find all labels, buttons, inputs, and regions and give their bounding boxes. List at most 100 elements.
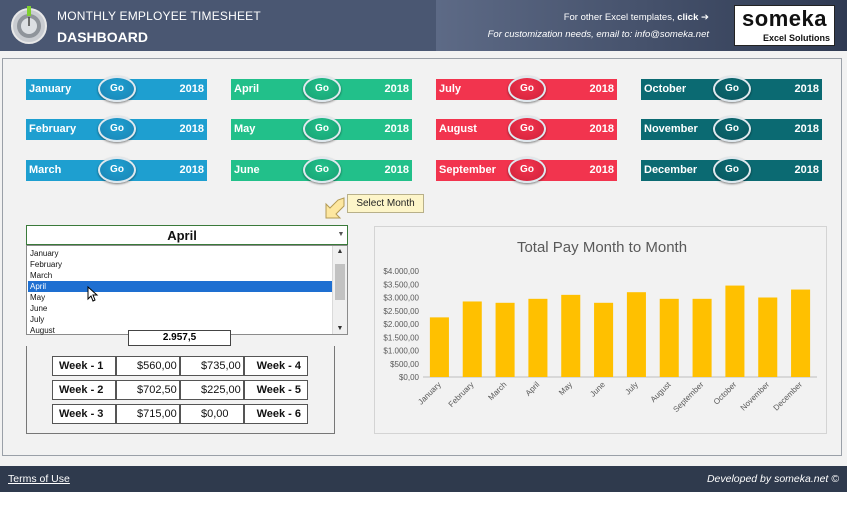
month-name-label: June xyxy=(234,164,260,176)
x-tick-label: December xyxy=(772,380,805,413)
arrow-right-icon: ➔ xyxy=(701,12,709,23)
go-button[interactable]: Go xyxy=(98,116,136,142)
chevron-down-icon[interactable]: ▼ xyxy=(337,231,345,238)
y-tick-label: $1.500,00 xyxy=(383,333,419,342)
go-button[interactable]: Go xyxy=(98,76,136,102)
month-button-august[interactable]: August Go 2018 xyxy=(436,116,617,142)
month-year-label: 2018 xyxy=(589,123,614,135)
x-tick-label: June xyxy=(588,380,607,399)
list-scrollbar[interactable]: ▲ ▼ xyxy=(332,246,347,334)
month-option[interactable]: March xyxy=(30,271,53,280)
month-button-february[interactable]: February Go 2018 xyxy=(26,116,207,142)
week-value: $735,00 xyxy=(180,356,244,376)
month-button-september[interactable]: September Go 2018 xyxy=(436,157,617,183)
month-option[interactable]: January xyxy=(30,249,59,258)
y-tick-label: $0,00 xyxy=(399,373,420,382)
month-option[interactable]: June xyxy=(30,304,48,313)
month-button-april[interactable]: April Go 2018 xyxy=(231,76,412,102)
chart-bar xyxy=(528,298,548,377)
month-name-label: October xyxy=(644,83,687,95)
app-title: MONTHLY EMPLOYEE TIMESHEET xyxy=(57,9,261,23)
x-tick-label: November xyxy=(739,380,772,413)
chart-title: Total Pay Month to Month xyxy=(517,239,687,256)
footer-bar: Terms of Use Developed by someka.net © xyxy=(0,466,847,492)
week-label: Week - 1 xyxy=(52,356,116,376)
month-year-label: 2018 xyxy=(179,83,204,95)
month-button-january[interactable]: January Go 2018 xyxy=(26,76,207,102)
month-option[interactable]: July xyxy=(30,315,45,324)
month-name-label: December xyxy=(644,164,698,176)
month-option[interactable]: February xyxy=(30,260,63,269)
go-button[interactable]: Go xyxy=(713,76,751,102)
chart-bar xyxy=(561,294,581,377)
x-tick-label: February xyxy=(447,380,476,409)
month-year-label: 2018 xyxy=(589,83,614,95)
go-button-label: Go xyxy=(110,123,124,134)
week-label: Week - 4 xyxy=(244,356,308,376)
go-button[interactable]: Go xyxy=(713,157,751,183)
x-tick-label: March xyxy=(486,380,508,402)
timesheet-logo-icon xyxy=(11,6,47,44)
developed-by-text: Developed by someka.net © xyxy=(706,473,839,485)
scroll-up-icon[interactable]: ▲ xyxy=(336,248,344,255)
templates-link[interactable]: For other Excel templates, click ➔ xyxy=(564,12,709,23)
month-option[interactable]: April xyxy=(28,281,333,292)
page-title: DASHBOARD xyxy=(57,29,148,45)
go-button-label: Go xyxy=(315,164,329,175)
go-button-label: Go xyxy=(725,123,739,134)
scroll-down-icon[interactable]: ▼ xyxy=(336,325,344,332)
go-button[interactable]: Go xyxy=(303,116,341,142)
go-button-label: Go xyxy=(110,83,124,94)
month-select-list[interactable]: January February March April May June July Augu… xyxy=(26,245,348,335)
y-tick-label: $3.000,00 xyxy=(383,294,419,303)
week-label: Week - 5 xyxy=(244,380,308,400)
templates-click-label[interactable]: click xyxy=(677,12,699,23)
go-button[interactable]: Go xyxy=(713,116,751,142)
month-button-december[interactable]: December Go 2018 xyxy=(641,157,822,183)
month-button-march[interactable]: March Go 2018 xyxy=(26,157,207,183)
y-tick-label: $1.000,00 xyxy=(383,347,419,356)
y-tick-label: $500,00 xyxy=(390,360,419,369)
go-button-label: Go xyxy=(520,164,534,175)
chart-bar xyxy=(758,297,778,377)
scroll-thumb[interactable] xyxy=(335,264,345,300)
go-button[interactable]: Go xyxy=(508,157,546,183)
go-button-label: Go xyxy=(725,164,739,175)
chart-bar xyxy=(429,317,449,377)
go-button[interactable]: Go xyxy=(303,157,341,183)
month-option[interactable]: May xyxy=(30,293,46,302)
month-button-november[interactable]: November Go 2018 xyxy=(641,116,822,142)
month-name-label: March xyxy=(29,164,62,176)
templates-text: For other Excel templates, xyxy=(563,12,675,23)
go-button-label: Go xyxy=(110,164,124,175)
month-button-october[interactable]: October Go 2018 xyxy=(641,76,822,102)
go-button-label: Go xyxy=(520,123,534,134)
x-tick-label: August xyxy=(649,380,674,405)
week-value: $225,00 xyxy=(180,380,244,400)
month-select[interactable]: April ▼ xyxy=(26,225,348,245)
go-button[interactable]: Go xyxy=(303,76,341,102)
someka-logo[interactable]: someka Excel Solutions xyxy=(734,5,835,46)
month-year-label: 2018 xyxy=(384,123,409,135)
x-tick-label: January xyxy=(416,380,442,406)
someka-logo-name: someka xyxy=(742,6,827,31)
month-button-may[interactable]: May Go 2018 xyxy=(231,116,412,142)
go-button[interactable]: Go xyxy=(508,76,546,102)
y-tick-label: $3.500,00 xyxy=(383,280,419,289)
select-month-tooltip: Select Month xyxy=(347,194,424,213)
month-option[interactable]: August xyxy=(30,326,55,335)
month-button-july[interactable]: July Go 2018 xyxy=(436,76,617,102)
mouse-cursor-icon xyxy=(87,286,99,302)
customization-email[interactable]: For customization needs, email to: info@… xyxy=(487,29,709,40)
month-year-label: 2018 xyxy=(179,164,204,176)
x-tick-label: September xyxy=(671,380,705,414)
go-button-label: Go xyxy=(315,83,329,94)
chart-bar xyxy=(692,298,712,377)
terms-of-use-link[interactable]: Terms of Use xyxy=(8,473,70,485)
go-button[interactable]: Go xyxy=(98,157,136,183)
x-tick-label: October xyxy=(712,380,739,407)
month-button-june[interactable]: June Go 2018 xyxy=(231,157,412,183)
x-tick-label: July xyxy=(623,380,639,396)
dashboard-frame xyxy=(2,58,842,456)
go-button[interactable]: Go xyxy=(508,116,546,142)
